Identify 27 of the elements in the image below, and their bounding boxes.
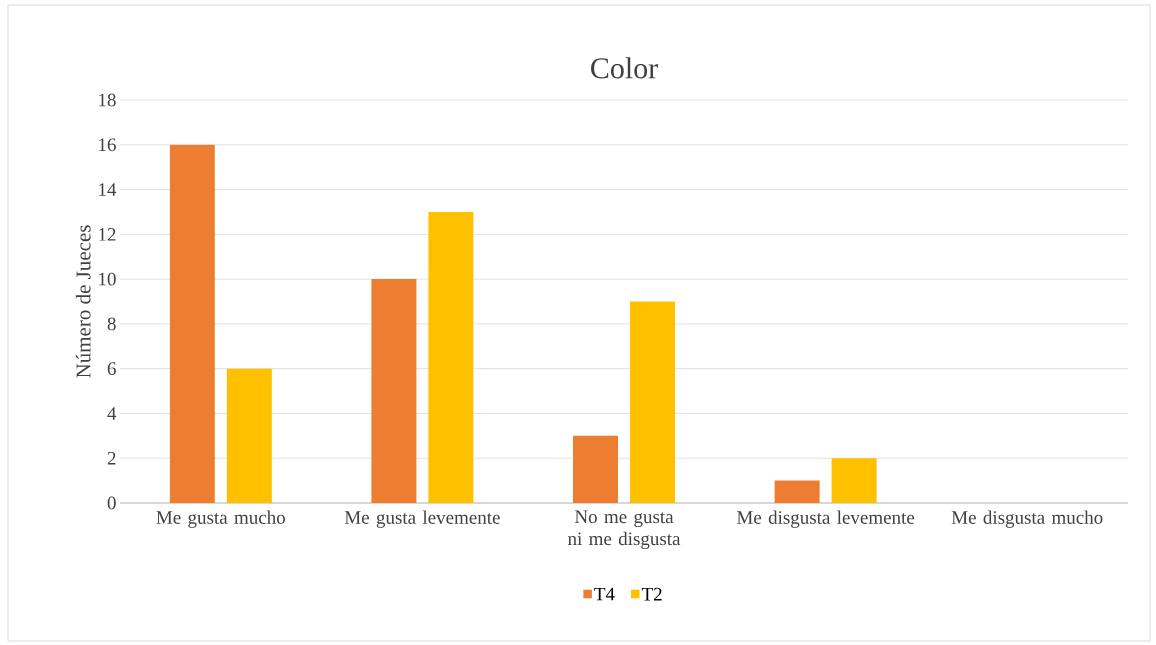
legend-label: T4	[594, 587, 615, 601]
x-tick-label: Me disgusta levemente	[736, 510, 915, 528]
y-tick-label: 2	[107, 451, 116, 465]
bar	[774, 480, 820, 503]
x-tick-label: Me gusta mucho	[156, 510, 285, 528]
y-tick-label: 0	[107, 496, 116, 510]
bar	[428, 211, 474, 503]
bar	[573, 435, 618, 503]
bar	[226, 368, 272, 503]
y-tick-label: 14	[99, 183, 117, 196]
bar	[371, 279, 417, 503]
x-tick-label: Me gusta levemente	[344, 510, 500, 528]
y-axis-title: Número de Jueces	[75, 225, 91, 378]
legend-label: T2	[641, 587, 662, 601]
x-tick-label: Me disgusta mucho	[951, 510, 1103, 528]
x-tick-label: No me gusta ni me disgusta	[567, 510, 681, 550]
chart-title: Color	[591, 57, 658, 79]
y-tick-label: 6	[107, 362, 116, 376]
y-tick-label: 4	[107, 407, 117, 420]
y-tick-label: 16	[99, 138, 116, 152]
y-tick-label: 8	[107, 317, 116, 331]
y-tick-label: 12	[99, 228, 116, 241]
y-tick-label: 18	[99, 93, 116, 107]
y-tick-label: 10	[99, 272, 116, 286]
bar	[169, 144, 215, 503]
bar	[831, 458, 877, 503]
bar	[630, 301, 676, 503]
